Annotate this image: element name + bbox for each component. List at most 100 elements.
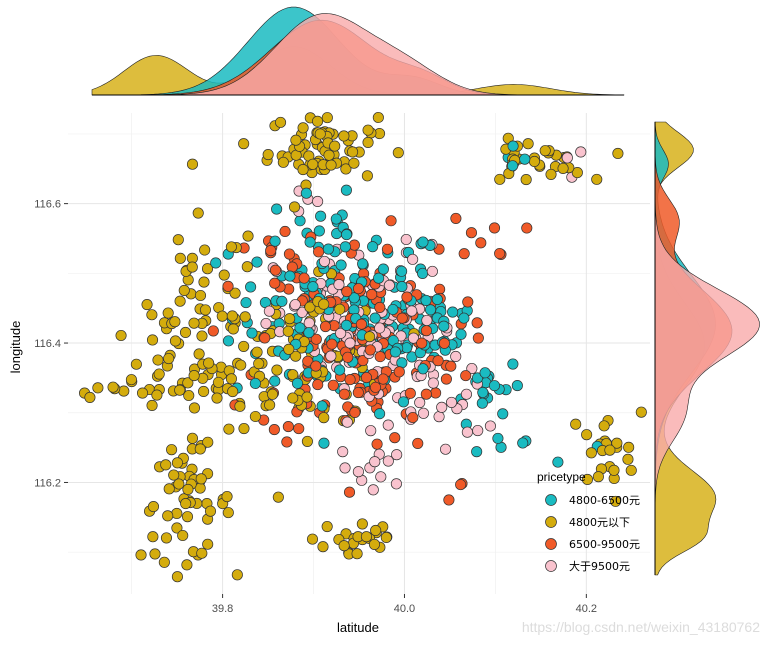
data-point [382, 419, 394, 431]
data-point [171, 522, 183, 534]
data-point [585, 447, 597, 459]
data-point [171, 457, 183, 469]
data-point [381, 243, 393, 255]
data-point [169, 335, 181, 347]
data-point [520, 174, 532, 186]
data-point [387, 303, 399, 316]
data-point [335, 259, 347, 271]
data-point [318, 437, 330, 449]
data-point [365, 425, 377, 437]
data-point [392, 147, 404, 159]
data-point [188, 370, 200, 382]
data-point [507, 140, 519, 152]
data-point [125, 374, 137, 386]
data-point [301, 435, 313, 447]
data-point [202, 538, 214, 550]
data-point [477, 386, 489, 399]
legend-key [545, 516, 557, 528]
data-point [269, 277, 281, 289]
data-point [193, 348, 205, 360]
data-point [511, 380, 523, 392]
data-point [225, 373, 237, 385]
data-point [426, 265, 438, 277]
data-point [427, 377, 439, 389]
data-point [406, 305, 418, 317]
right-marginal-density [654, 121, 760, 576]
data-point [488, 380, 501, 392]
data-point [321, 112, 333, 124]
data-point [397, 396, 410, 408]
legend-title: pricetype [537, 470, 586, 484]
data-point [204, 505, 217, 517]
y-tick-label: 116.2 [34, 477, 61, 489]
data-point [497, 408, 509, 420]
data-point [306, 533, 319, 545]
x-tick-label: 40.0 [394, 603, 415, 615]
data-point [484, 420, 496, 432]
data-point [199, 244, 211, 256]
data-point [521, 222, 533, 234]
data-point [360, 371, 373, 384]
data-point [461, 426, 473, 438]
data-point [172, 234, 184, 246]
data-point [163, 352, 175, 365]
data-point [84, 391, 96, 403]
data-point [370, 524, 382, 536]
data-point [348, 157, 360, 169]
data-point [592, 471, 604, 483]
data-point [522, 138, 534, 150]
data-point [260, 317, 272, 330]
data-point [221, 490, 233, 503]
data-point [310, 360, 322, 372]
data-point [338, 130, 350, 142]
data-point [407, 332, 420, 344]
data-point [227, 323, 239, 335]
data-point [282, 325, 294, 337]
data-point [265, 245, 277, 257]
data-point [455, 328, 467, 340]
data-point [404, 387, 416, 399]
data-point [238, 138, 250, 150]
data-point [168, 469, 180, 481]
data-point [212, 376, 224, 388]
data-point [300, 187, 312, 199]
data-point [367, 241, 379, 253]
data-point [182, 377, 194, 389]
data-point [297, 164, 309, 176]
data-point [364, 344, 376, 356]
data-point [348, 292, 360, 304]
data-point [179, 326, 192, 338]
data-point [249, 410, 261, 423]
data-point [201, 263, 214, 275]
data-point [351, 548, 363, 560]
data-point [135, 549, 147, 561]
data-point [362, 136, 374, 149]
data-point [475, 237, 487, 249]
data-point [557, 162, 569, 174]
data-point [382, 455, 394, 467]
data-point [92, 382, 104, 394]
data-point [356, 518, 368, 530]
data-point [347, 146, 359, 158]
data-point [313, 225, 325, 237]
legend-key [545, 538, 557, 550]
data-point [174, 295, 186, 307]
data-point [385, 215, 397, 227]
data-point [623, 441, 635, 453]
data-point [246, 327, 258, 339]
data-point [561, 152, 573, 164]
data-point [186, 432, 199, 444]
data-point [203, 357, 215, 369]
data-point [146, 334, 159, 346]
data-point [312, 115, 324, 127]
data-point [222, 280, 234, 292]
data-point [173, 478, 185, 490]
data-point [180, 497, 192, 510]
data-point [374, 322, 386, 334]
data-point [343, 486, 356, 498]
data-point [450, 350, 462, 363]
data-point [319, 320, 332, 333]
data-point [227, 385, 239, 398]
data-point [276, 295, 288, 307]
data-point [312, 195, 324, 207]
